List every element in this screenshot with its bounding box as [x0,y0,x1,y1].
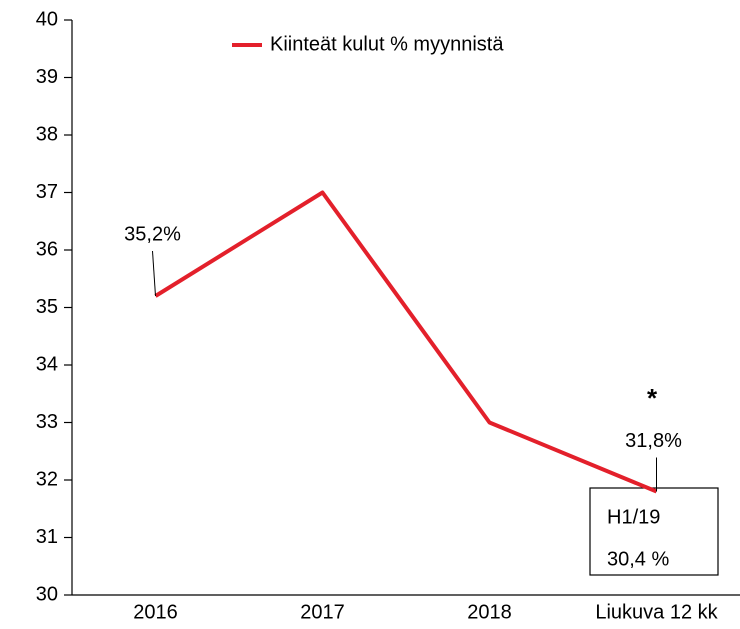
y-tick-label: 40 [36,8,58,30]
y-tick-label: 36 [36,238,58,260]
x-tick-label: 2017 [300,601,345,623]
annotation: H1/19 [607,506,660,528]
leader-line [152,250,156,297]
y-tick-label: 37 [36,181,58,203]
y-tick-label: 31 [36,526,58,548]
annotation: 30,4 % [607,548,669,570]
y-tick-label: 35 [36,296,58,318]
y-tick-label: 30 [36,583,58,605]
x-tick-label: Liukuva 12 kk [595,601,718,623]
y-tick-label: 38 [36,123,58,145]
y-tick-label: 34 [36,353,58,375]
line [154,190,658,494]
y-tick-label: 39 [36,66,58,88]
legend-label: Kiinteät kulut % myynnistä [270,33,504,55]
annotation-box [589,487,719,576]
y-tick-label: 32 [36,468,58,490]
x-tick-label: 2016 [133,601,178,623]
data-label: 35,2% [124,223,181,245]
annotation: * [647,383,658,413]
data-label: 31,8% [625,430,682,452]
y-tick-label: 33 [36,411,58,433]
x-tick-label: 2018 [467,601,512,623]
